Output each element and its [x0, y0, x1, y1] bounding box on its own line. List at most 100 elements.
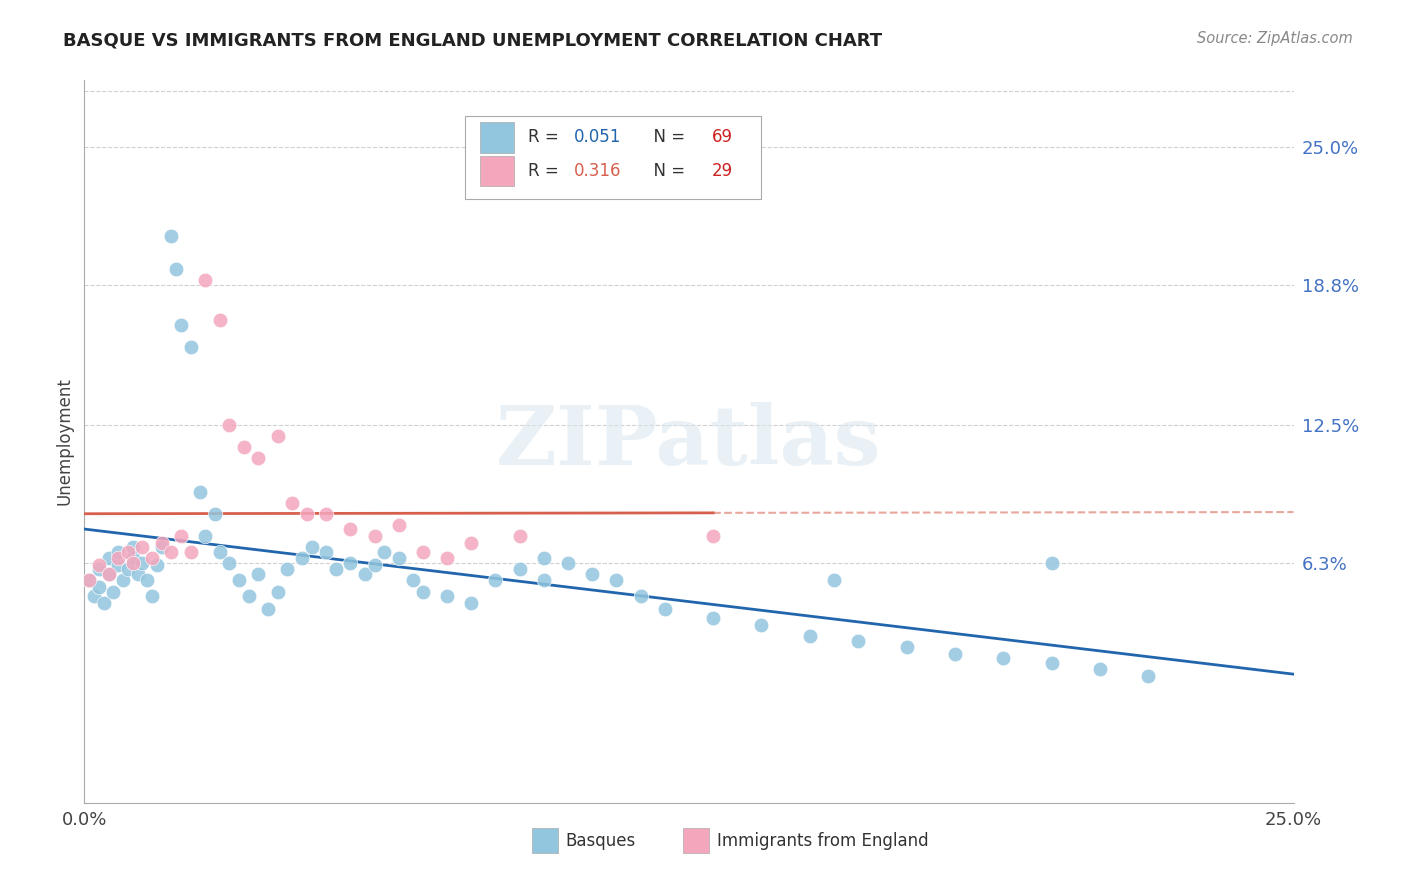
- Point: [281, 496, 304, 510]
- Text: BASQUE VS IMMIGRANTS FROM ENGLAND UNEMPLOYMENT CORRELATION CHART: BASQUE VS IMMIGRANTS FROM ENGLAND UNEMPL…: [63, 31, 883, 49]
- Point: [436, 551, 458, 566]
- Point: [943, 647, 966, 661]
- Point: [160, 544, 183, 558]
- Point: [121, 551, 143, 566]
- Point: [194, 273, 217, 287]
- Point: [654, 602, 676, 616]
- Point: [233, 440, 256, 454]
- Point: [702, 529, 724, 543]
- Point: [388, 551, 411, 566]
- Point: [402, 574, 425, 588]
- Point: [190, 484, 212, 499]
- Point: [1088, 662, 1111, 676]
- Point: [112, 574, 135, 588]
- Point: [630, 589, 652, 603]
- Point: [291, 551, 314, 566]
- Point: [141, 589, 163, 603]
- Point: [87, 562, 110, 576]
- Point: [218, 417, 240, 432]
- Point: [150, 535, 173, 549]
- Point: [363, 529, 385, 543]
- Point: [257, 602, 280, 616]
- Point: [247, 566, 270, 581]
- Point: [121, 540, 143, 554]
- Point: [131, 540, 153, 554]
- Point: [170, 318, 193, 332]
- Point: [412, 544, 434, 558]
- Text: 69: 69: [711, 128, 733, 146]
- Text: ZIPatlas: ZIPatlas: [496, 401, 882, 482]
- Text: R =: R =: [529, 128, 564, 146]
- Point: [315, 507, 337, 521]
- Point: [97, 566, 120, 581]
- Bar: [683, 828, 710, 854]
- Point: [301, 540, 323, 554]
- Point: [412, 584, 434, 599]
- Point: [238, 589, 260, 603]
- Point: [799, 629, 821, 643]
- FancyBboxPatch shape: [465, 117, 762, 200]
- Text: N =: N =: [643, 128, 690, 146]
- Point: [218, 556, 240, 570]
- Point: [141, 551, 163, 566]
- Point: [208, 544, 231, 558]
- Point: [93, 596, 115, 610]
- Point: [83, 589, 105, 603]
- Point: [136, 574, 159, 588]
- Point: [484, 574, 506, 588]
- Point: [702, 611, 724, 625]
- Y-axis label: Unemployment: Unemployment: [55, 377, 73, 506]
- Point: [107, 544, 129, 558]
- Point: [533, 574, 555, 588]
- Point: [354, 566, 377, 581]
- Point: [77, 574, 100, 588]
- Point: [1137, 669, 1160, 683]
- Point: [180, 544, 202, 558]
- Point: [460, 535, 482, 549]
- Point: [117, 544, 139, 558]
- Point: [557, 556, 579, 570]
- Point: [823, 574, 845, 588]
- Point: [339, 556, 361, 570]
- Point: [436, 589, 458, 603]
- Point: [533, 551, 555, 566]
- Point: [605, 574, 627, 588]
- Point: [127, 566, 149, 581]
- Point: [267, 584, 290, 599]
- Point: [170, 529, 193, 543]
- Point: [460, 596, 482, 610]
- Point: [267, 429, 290, 443]
- Point: [363, 558, 385, 572]
- Text: Immigrants from England: Immigrants from England: [717, 831, 928, 850]
- Point: [160, 228, 183, 243]
- Bar: [479, 156, 513, 186]
- Point: [751, 618, 773, 632]
- Point: [896, 640, 918, 655]
- Point: [228, 574, 250, 588]
- Point: [146, 558, 169, 572]
- Point: [77, 574, 100, 588]
- Point: [388, 517, 411, 532]
- Text: 0.316: 0.316: [574, 162, 621, 180]
- Point: [204, 507, 226, 521]
- Text: Basques: Basques: [565, 831, 636, 850]
- Point: [276, 562, 298, 576]
- Text: 0.051: 0.051: [574, 128, 621, 146]
- Bar: [531, 828, 558, 854]
- Point: [208, 313, 231, 327]
- Text: N =: N =: [643, 162, 690, 180]
- Point: [131, 556, 153, 570]
- Point: [846, 633, 869, 648]
- Text: Source: ZipAtlas.com: Source: ZipAtlas.com: [1197, 31, 1353, 46]
- Point: [97, 551, 120, 566]
- Point: [103, 584, 125, 599]
- Point: [117, 562, 139, 576]
- Point: [180, 340, 202, 354]
- Point: [1040, 556, 1063, 570]
- Point: [993, 651, 1015, 665]
- Point: [121, 556, 143, 570]
- Point: [315, 544, 337, 558]
- Text: 29: 29: [711, 162, 733, 180]
- Bar: [479, 122, 513, 153]
- Point: [247, 451, 270, 466]
